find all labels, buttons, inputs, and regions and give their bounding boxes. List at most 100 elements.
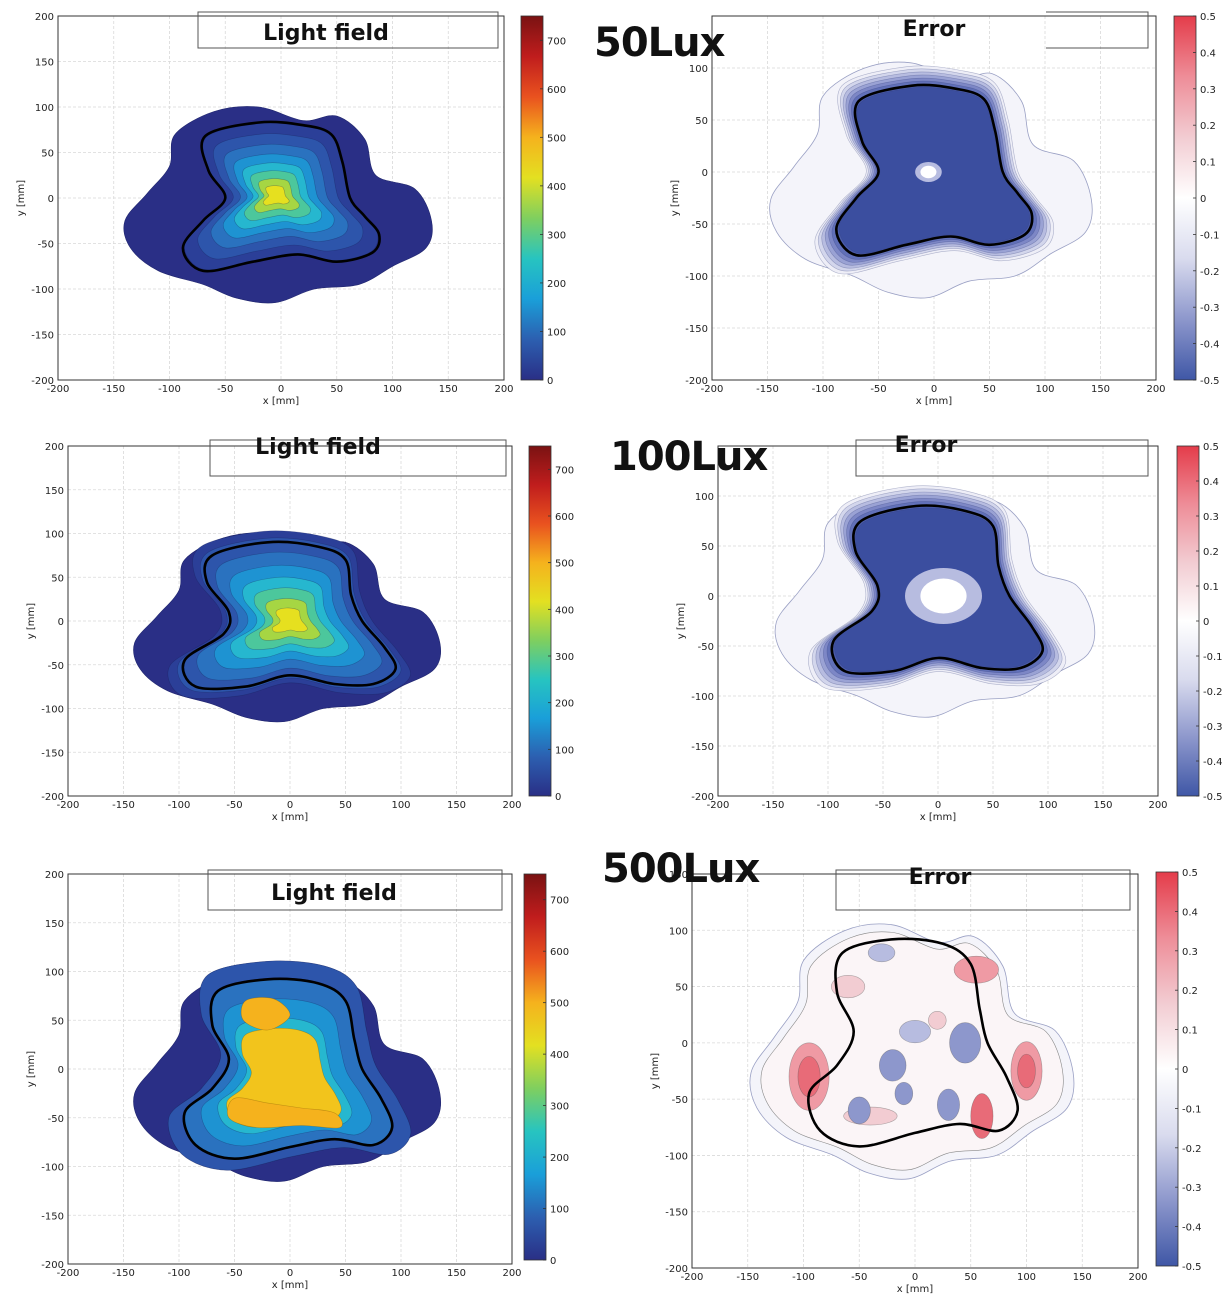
colorbar-gradient [1173, 15, 1197, 381]
light-field-contours [133, 530, 441, 723]
x-tick-label: 100 [391, 1268, 410, 1279]
colorbar-tick-label: -0.1 [1200, 230, 1220, 241]
y-tick-label: -100 [691, 692, 714, 703]
colorbar-tick-label: 600 [550, 947, 569, 958]
x-tick-label: -200 [57, 1268, 80, 1279]
colorbar-tick-label: 300 [555, 652, 574, 663]
colorbar-tick-label: 0 [1203, 617, 1209, 628]
y-tick-label: -50 [698, 642, 714, 653]
x-tick-label: -50 [226, 800, 242, 811]
y-axis-label: y [mm] [650, 1053, 661, 1089]
colorbar-tick-label: 100 [550, 1205, 569, 1216]
contour-level [936, 1088, 960, 1121]
colorbar-tick-label: 700 [555, 465, 574, 476]
row-label-500lux: 500Lux [602, 846, 760, 892]
colorbar-1: 0.5 0.4 0.3 0.2 0.1 0 -0.1 -0.2 -0.3 -0.4 -0.5 [1173, 12, 1220, 387]
target-outline [181, 540, 398, 691]
y-tick-label: -50 [38, 240, 54, 251]
colorbar-tick-label: -0.4 [1182, 1223, 1202, 1234]
x-tick-label: -100 [168, 800, 191, 811]
y-tick-label: -200 [685, 376, 708, 387]
colorbar-tick-label: 700 [550, 896, 569, 907]
target-outline [834, 83, 1034, 257]
colorbar-tick-label: 300 [550, 1102, 569, 1113]
y-tick-label: -200 [31, 376, 54, 387]
x-tick-label: -150 [112, 800, 135, 811]
x-tick-label: 150 [439, 384, 458, 395]
y-tick-label: 50 [675, 983, 688, 994]
y-tick-label: 100 [689, 64, 708, 75]
x-tick-label: 0 [935, 800, 941, 811]
x-tick-label: 100 [391, 800, 410, 811]
x-tick-label: -150 [736, 1272, 759, 1283]
x-tick-label: 50 [964, 1272, 977, 1283]
x-tick-label: 150 [1091, 384, 1110, 395]
x-tick-label: 50 [987, 800, 1000, 811]
colorbar-tick-label: 0.2 [1182, 986, 1198, 997]
x-tick-label: 50 [339, 1268, 352, 1279]
colorbar-tick-label: 0.4 [1203, 477, 1219, 488]
y-tick-label: 100 [45, 968, 64, 979]
y-tick-label: 0 [48, 194, 54, 205]
x-tick-label: 150 [447, 1268, 466, 1279]
colorbar-tick-label: 0.2 [1203, 547, 1219, 558]
row-label-50lux: 50Lux [594, 20, 725, 66]
colorbar-3: 0.5 0.4 0.3 0.2 0.1 0 -0.1 -0.2 -0.3 -0.4 -0.5 [1176, 442, 1223, 803]
contour-level [894, 1081, 914, 1106]
x-tick-label: 200 [494, 384, 513, 395]
colorbar-tick-label: -0.1 [1182, 1104, 1202, 1115]
y-tick-label: 100 [35, 103, 54, 114]
error-contours [769, 61, 1093, 299]
colorbar-tick-label: 200 [555, 699, 574, 710]
x-tick-label: -50 [217, 384, 233, 395]
x-tick-label: -100 [817, 800, 840, 811]
row-label-100lux: 100Lux [610, 434, 768, 480]
panel-title: Error [895, 433, 958, 458]
axes-4: -200 -150 -100 -50 0 50 100 150 200 200 150 100 50 0 -… [26, 869, 522, 1291]
panel-title: Light field [255, 435, 381, 460]
title-frame [207, 869, 503, 911]
title-frame [209, 439, 507, 477]
x-tick-label: 0 [287, 1268, 293, 1279]
y-tick-label: -150 [31, 331, 54, 342]
target-outline [807, 937, 1019, 1148]
y-tick-label: 100 [45, 530, 64, 541]
colorbar-tick-label: -0.1 [1203, 652, 1223, 663]
x-tick-label: -150 [102, 384, 125, 395]
x-axis-label: x [mm] [263, 396, 299, 407]
contour-level [227, 1097, 343, 1129]
colorbar-tick-label: -0.2 [1182, 1144, 1202, 1155]
colorbar-0: 0 100 200 300 400 500 600 700 [520, 15, 566, 387]
colorbar-tick-label: 0.5 [1203, 442, 1219, 453]
x-tick-label: 100 [383, 384, 402, 395]
contour-level [920, 165, 937, 179]
plot-frame [717, 445, 1159, 797]
y-tick-label: -200 [691, 792, 714, 803]
x-tick-label: 200 [1146, 384, 1165, 395]
y-tick-label: -100 [665, 1151, 688, 1162]
plot-frame [67, 445, 513, 797]
x-tick-label: -150 [756, 384, 779, 395]
x-tick-label: 150 [1093, 800, 1112, 811]
colorbar-tick-label: 200 [547, 279, 566, 290]
x-tick-label: -200 [701, 384, 724, 395]
x-tick-label: 100 [1038, 800, 1057, 811]
y-tick-label: 50 [695, 116, 708, 127]
colorbar-tick-label: 400 [547, 182, 566, 193]
colorbar-tick-label: 100 [547, 327, 566, 338]
y-tick-label: 0 [702, 168, 708, 179]
y-tick-label: -100 [685, 272, 708, 283]
y-axis-label: y [mm] [16, 180, 27, 216]
x-tick-label: -100 [812, 384, 835, 395]
contour-level [879, 1049, 907, 1082]
axes-5: -200 -150 -100 -50 0 50 100 150 200 150 100 50 0 -50 -… [650, 865, 1148, 1295]
colorbar-tick-label: -0.5 [1203, 792, 1223, 803]
contour-level [949, 1022, 982, 1064]
colorbar-tick-label: 500 [555, 559, 574, 570]
colorbar-tick-label: 500 [547, 133, 566, 144]
x-tick-label: 200 [502, 1268, 521, 1279]
colorbar-tick-label: 700 [547, 36, 566, 47]
y-axis-label: y [mm] [670, 180, 681, 216]
x-tick-label: 0 [287, 800, 293, 811]
